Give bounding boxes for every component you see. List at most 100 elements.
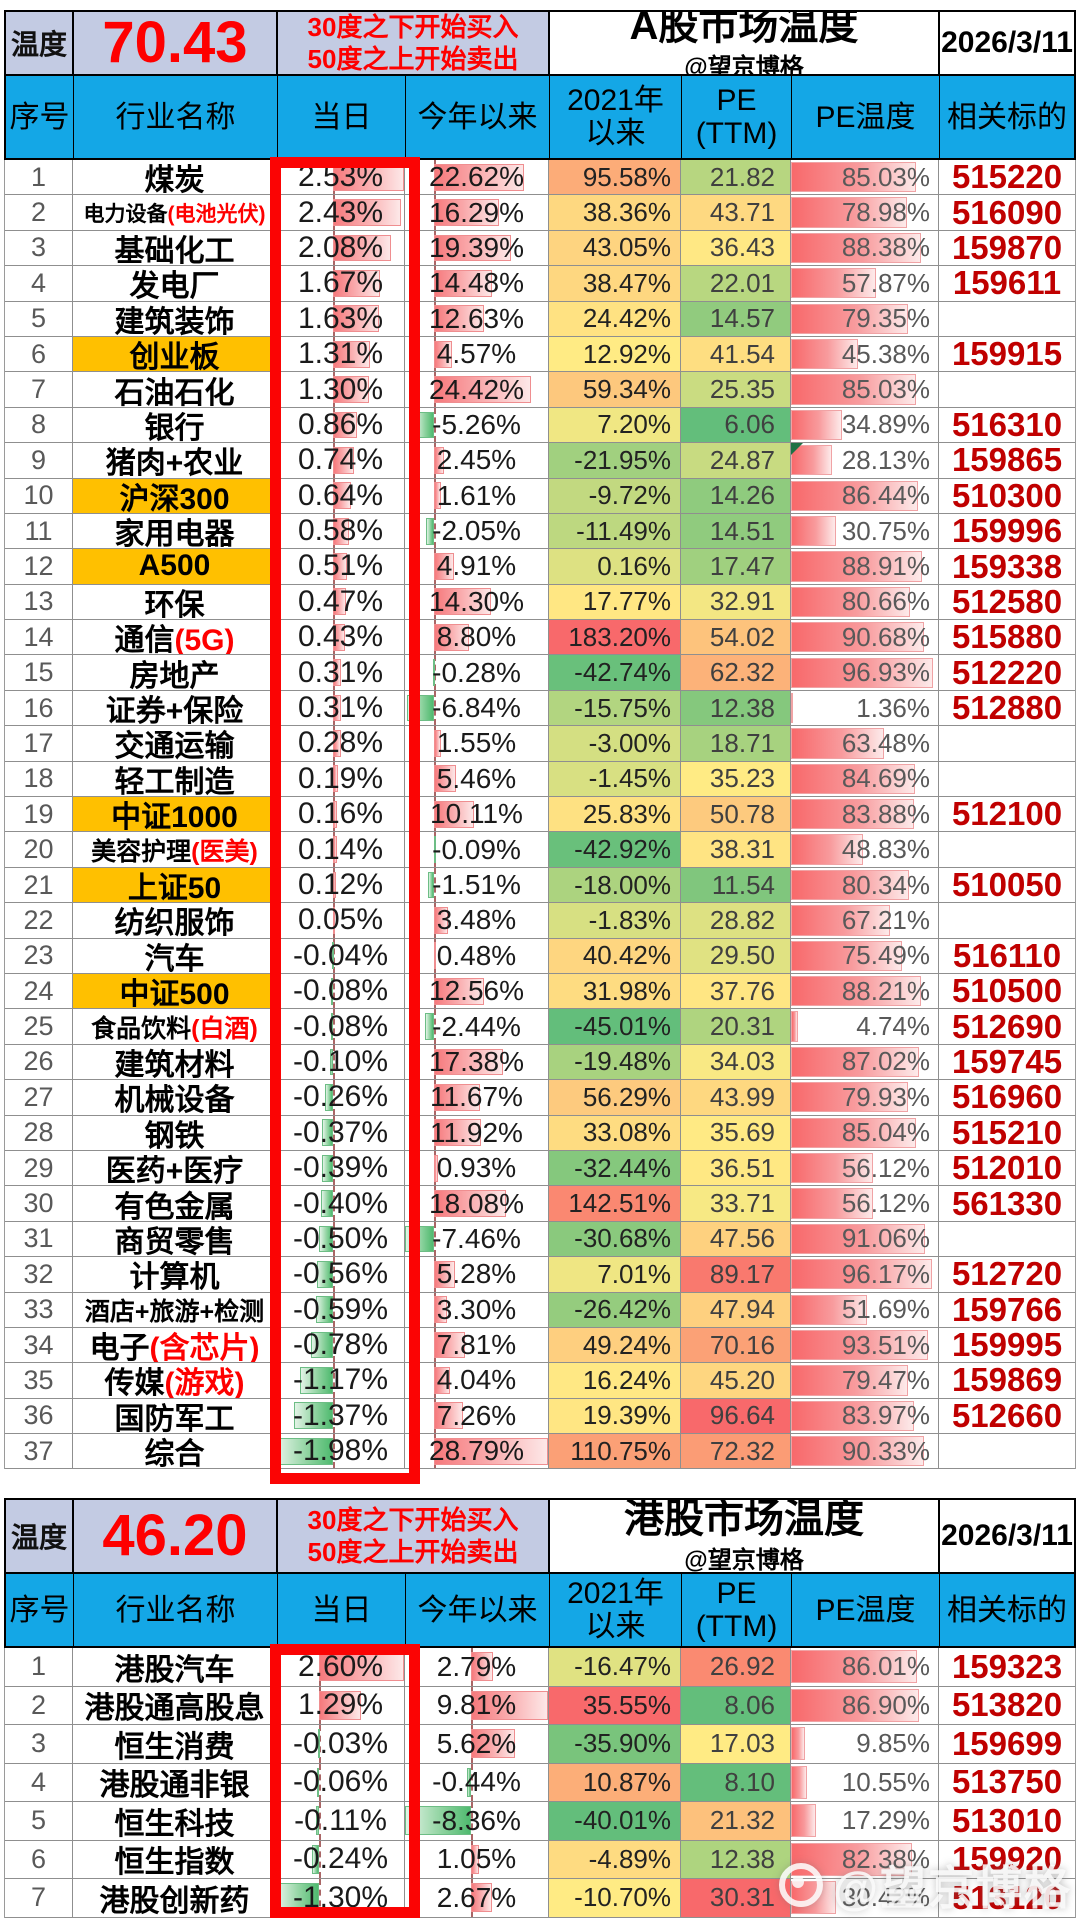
ticker-cell[interactable]: 159996	[939, 513, 1075, 550]
index-cell[interactable]: 8	[5, 407, 73, 444]
pe-temp-cell[interactable]: 86.44%	[791, 478, 939, 514]
today-cell[interactable]: 1.29%	[277, 1686, 405, 1725]
since-2021-cell[interactable]: 10.87%	[549, 1763, 681, 1802]
today-cell[interactable]: 0.31%	[277, 655, 405, 691]
pe-ttm-cell[interactable]: 14.26	[681, 478, 791, 514]
ytd-cell[interactable]: 14.48%	[405, 266, 549, 302]
ticker-cell[interactable]: 510050	[939, 867, 1075, 904]
ytd-cell[interactable]: 4.04%	[405, 1363, 549, 1399]
industry-cell[interactable]: 综合	[73, 1434, 277, 1470]
ticker-cell[interactable]	[939, 1434, 1075, 1470]
pe-temp-cell[interactable]: 88.38%	[791, 230, 939, 267]
pe-temp-cell[interactable]: 17.29%	[791, 1802, 939, 1841]
ytd-cell[interactable]: 5.28%	[405, 1257, 549, 1293]
pe-temp-cell[interactable]: 4.74%	[791, 1009, 939, 1045]
industry-cell[interactable]: 石油石化	[73, 372, 277, 408]
ytd-cell[interactable]: -7.46%	[405, 1221, 549, 1258]
index-cell[interactable]: 1	[5, 160, 73, 196]
pe-ttm-cell[interactable]: 47.56	[681, 1221, 791, 1258]
industry-cell[interactable]: 恒生指数	[73, 1840, 277, 1879]
industry-cell[interactable]: 商贸零售	[73, 1221, 277, 1258]
pe-temp-cell[interactable]: 88.91%	[791, 549, 939, 585]
since-2021-cell[interactable]: -16.47%	[549, 1648, 681, 1687]
column-header-pe-ttm[interactable]: PE (TTM)	[682, 1574, 792, 1646]
pe-temp-cell[interactable]: 87.02%	[791, 1044, 939, 1081]
column-header-index[interactable]: 序号	[6, 76, 74, 158]
today-cell[interactable]: -0.59%	[277, 1292, 405, 1328]
pe-temp-cell[interactable]: 51.69%	[791, 1292, 939, 1328]
pe-ttm-cell[interactable]: 70.16	[681, 1327, 791, 1364]
industry-cell[interactable]: 煤炭	[73, 160, 277, 196]
ytd-cell[interactable]: -0.09%	[405, 832, 549, 868]
pe-ttm-cell[interactable]: 36.51	[681, 1150, 791, 1187]
today-cell[interactable]: -0.50%	[277, 1221, 405, 1258]
pe-ttm-cell[interactable]: 45.20	[681, 1363, 791, 1399]
today-cell[interactable]: -1.17%	[277, 1363, 405, 1399]
date-cell[interactable]: 2026/3/11	[940, 12, 1074, 74]
pe-ttm-cell[interactable]: 35.23	[681, 761, 791, 798]
pe-ttm-cell[interactable]: 17.03	[681, 1725, 791, 1764]
column-header-pe-temp[interactable]: PE温度	[792, 76, 940, 158]
ytd-cell[interactable]: -1.51%	[405, 867, 549, 904]
rule-cell[interactable]: 30度之下开始买入 50度之上开始卖出	[278, 1500, 550, 1572]
index-cell[interactable]: 35	[5, 1363, 73, 1399]
pe-ttm-cell[interactable]: 89.17	[681, 1257, 791, 1293]
temp-label-cell[interactable]: 温度	[6, 12, 74, 74]
index-cell[interactable]: 15	[5, 655, 73, 691]
since-2021-cell[interactable]: 40.42%	[549, 938, 681, 974]
pe-ttm-cell[interactable]: 28.82	[681, 903, 791, 939]
ticker-cell[interactable]	[939, 832, 1075, 868]
date-cell[interactable]: 2026/3/11	[940, 1500, 1074, 1572]
since-2021-cell[interactable]: -4.89%	[549, 1840, 681, 1879]
industry-cell[interactable]: 美容护理(医美)	[73, 832, 277, 868]
since-2021-cell[interactable]: -32.44%	[549, 1150, 681, 1187]
industry-cell[interactable]: 轻工制造	[73, 761, 277, 798]
ytd-cell[interactable]: 18.08%	[405, 1186, 549, 1222]
pe-temp-cell[interactable]: 28.13%	[791, 443, 939, 479]
since-2021-cell[interactable]: 49.24%	[549, 1327, 681, 1364]
pe-temp-cell[interactable]: 75.49%	[791, 938, 939, 974]
column-header-today[interactable]: 当日	[278, 76, 406, 158]
pe-temp-cell[interactable]: 79.93%	[791, 1080, 939, 1116]
ticker-cell[interactable]: 512690	[939, 1009, 1075, 1045]
since-2021-cell[interactable]: -40.01%	[549, 1802, 681, 1841]
pe-temp-cell[interactable]: 79.35%	[791, 301, 939, 337]
pe-ttm-cell[interactable]: 26.92	[681, 1648, 791, 1687]
ticker-cell[interactable]: 516960	[939, 1080, 1075, 1116]
ticker-cell[interactable]: 512660	[939, 1398, 1075, 1435]
ticker-cell[interactable]: 512220	[939, 655, 1075, 691]
pe-ttm-cell[interactable]: 34.03	[681, 1044, 791, 1081]
industry-cell[interactable]: 基础化工	[73, 230, 277, 267]
ytd-cell[interactable]: 5.62%	[405, 1725, 549, 1764]
today-cell[interactable]: -0.08%	[277, 973, 405, 1010]
ticker-cell[interactable]: 159869	[939, 1363, 1075, 1399]
column-header-ytd[interactable]: 今年以来	[406, 1574, 550, 1646]
since-2021-cell[interactable]: 35.55%	[549, 1686, 681, 1725]
since-2021-cell[interactable]: -26.42%	[549, 1292, 681, 1328]
pe-ttm-cell[interactable]: 14.57	[681, 301, 791, 337]
industry-cell[interactable]: 上证50	[73, 867, 277, 904]
pe-temp-cell[interactable]: 83.97%	[791, 1398, 939, 1435]
title-cell[interactable]: A股市场温度 @望京博格	[550, 12, 940, 74]
today-cell[interactable]: 2.43%	[277, 195, 405, 231]
ytd-cell[interactable]: 7.26%	[405, 1398, 549, 1435]
industry-cell[interactable]: 国防军工	[73, 1398, 277, 1435]
ytd-cell[interactable]: -8.36%	[405, 1802, 549, 1841]
industry-cell[interactable]: 钢铁	[73, 1115, 277, 1151]
since-2021-cell[interactable]: -9.72%	[549, 478, 681, 514]
since-2021-cell[interactable]: 31.98%	[549, 973, 681, 1010]
industry-cell[interactable]: 恒生科技	[73, 1802, 277, 1841]
ytd-cell[interactable]: 10.11%	[405, 797, 549, 833]
since-2021-cell[interactable]: -30.68%	[549, 1221, 681, 1258]
index-cell[interactable]: 2	[5, 1686, 73, 1725]
pe-ttm-cell[interactable]: 47.94	[681, 1292, 791, 1328]
index-cell[interactable]: 17	[5, 726, 73, 762]
index-cell[interactable]: 30	[5, 1186, 73, 1222]
industry-cell[interactable]: 港股通非银	[73, 1763, 277, 1802]
index-cell[interactable]: 2	[5, 195, 73, 231]
index-cell[interactable]: 29	[5, 1150, 73, 1187]
pe-ttm-cell[interactable]: 25.35	[681, 372, 791, 408]
pe-ttm-cell[interactable]: 24.87	[681, 443, 791, 479]
today-cell[interactable]: 0.86%	[277, 407, 405, 444]
pe-temp-cell[interactable]: 56.12%	[791, 1150, 939, 1187]
